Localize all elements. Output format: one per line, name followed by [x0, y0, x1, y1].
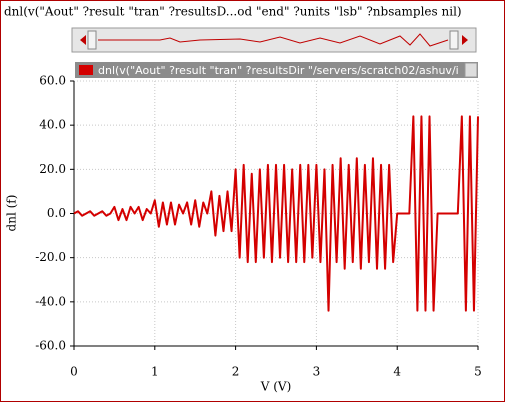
y-tick-label: -40.0	[35, 294, 66, 308]
y-tick-label: 20.0	[39, 162, 66, 176]
x-tick-label: 2	[232, 365, 240, 379]
y-axis-label: dnl (f)	[5, 195, 19, 232]
legend-swatch	[79, 65, 93, 75]
scroll-left[interactable]	[80, 35, 86, 45]
scroll-handle[interactable]	[87, 30, 97, 50]
scrollbar[interactable]	[71, 27, 477, 53]
y-tick-label: 40.0	[39, 118, 66, 132]
legend-box	[75, 62, 478, 78]
scroll-preview	[98, 33, 449, 47]
y-tick-label: 60.0	[39, 74, 66, 88]
x-tick-label: 3	[313, 365, 321, 379]
y-tick-label: 0.0	[47, 206, 66, 220]
scroll-handle[interactable]	[449, 30, 459, 50]
legend-scroll[interactable]	[464, 62, 478, 78]
data-line	[73, 115, 479, 312]
scroll-right[interactable]	[462, 35, 468, 45]
y-tick-label: -60.0	[35, 339, 66, 353]
x-tick-label: 5	[474, 365, 482, 379]
x-tick-label: 0	[70, 365, 78, 379]
y-tick-label: -20.0	[35, 250, 66, 264]
chart-title: dnl(v("Aout" ?result "tran" ?resultsD...…	[4, 5, 462, 19]
x-axis-label: V (V)	[260, 380, 292, 394]
x-tick-label: 1	[151, 365, 159, 379]
legend-label: dnl(v("Aout" ?result "tran" ?resultsDir …	[98, 64, 459, 77]
x-tick-label: 4	[393, 365, 401, 379]
